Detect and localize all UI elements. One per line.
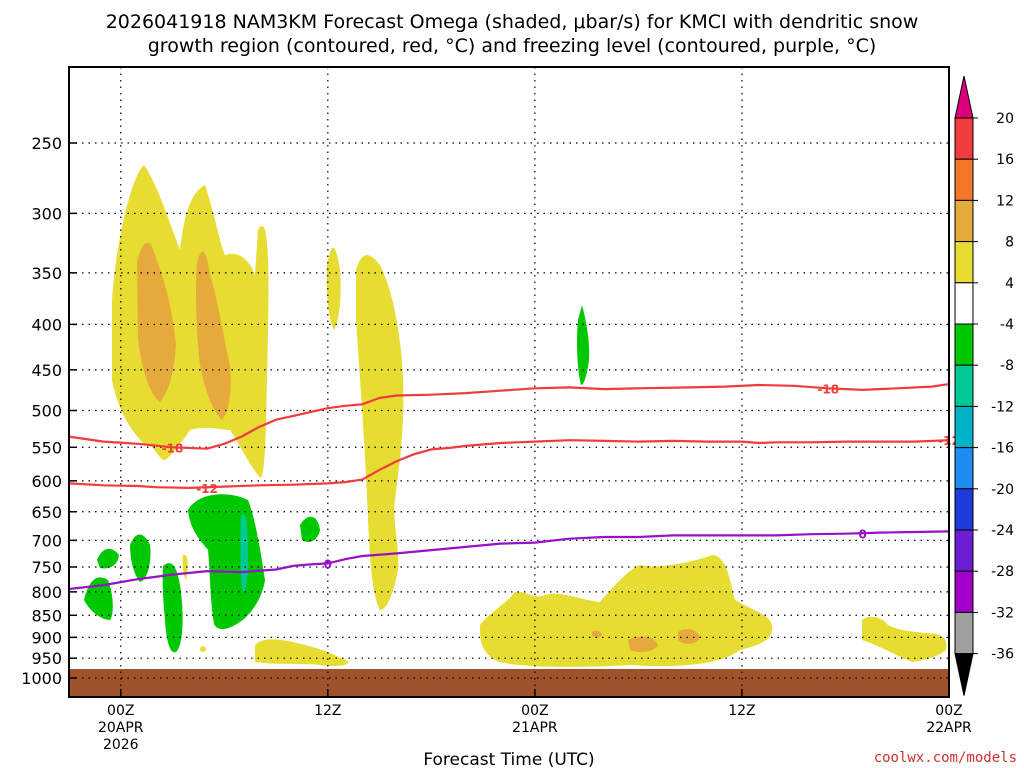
contour-label-1-0: -12: [196, 482, 218, 496]
colorbar-label-2: 12: [996, 193, 1014, 209]
contour-line-1: [68, 436, 951, 490]
x-tick-label-1-0: 12Z: [314, 703, 341, 719]
omega-region-green-6: [300, 516, 320, 542]
omega-region-orange-5: [592, 630, 602, 638]
omega-region-green-1: [188, 494, 265, 630]
colorbar-label-0: 20: [996, 111, 1014, 127]
colorbar-swatch-4: [954, 282, 974, 325]
y-tick-label-550: 550: [31, 438, 62, 457]
omega-region-yellow-dot: [200, 646, 206, 652]
colorbar-swatch-3: [954, 241, 974, 284]
omega-region-orange-2: [196, 251, 231, 420]
y-tick-label-850: 850: [31, 606, 62, 625]
omega-region-yellow-2: [326, 247, 341, 330]
y-axis-labels: 250 300 350 400 450 500 550 600 650 700 750 800 850 9…: [21, 134, 62, 688]
x-axis-title: Forecast Time (UTC): [423, 750, 594, 768]
x-tick-label-4-0: 00Z: [935, 703, 962, 719]
omega-region-yellow-1: [112, 165, 269, 478]
colorbar-bottom-arrow: [954, 653, 974, 696]
x-tick-label-0-1: 20APR: [98, 720, 144, 736]
colorbar-swatch-6: [954, 364, 974, 407]
x-tick-label-0-2: 2026: [103, 737, 139, 753]
y-tick-label-450: 450: [31, 361, 62, 380]
colorbar-label-13: -36: [991, 647, 1014, 663]
omega-region-orange-1: [137, 242, 176, 402]
y-tick-label-1000: 1000: [21, 669, 62, 688]
colorbar: 20 16 12 8 4 -4 -8 -12 -16 -20 -24 -28 -32 -36: [954, 75, 1014, 696]
y-tick-label-800: 800: [31, 583, 62, 602]
contour-label-2-0: 0: [324, 557, 332, 571]
omega-region-yellow-3: [356, 255, 404, 610]
colorbar-swatch-2: [954, 199, 974, 243]
y-tick-label-900: 900: [31, 628, 62, 647]
colorbar-swatch-8: [954, 447, 974, 490]
omega-region-orange-4: [678, 629, 700, 644]
omega-region-green-5: [130, 534, 151, 582]
y-tick-label-350: 350: [31, 264, 62, 283]
x-tick-label-2-1: 21APR: [512, 720, 558, 736]
plot-frame: [68, 66, 950, 698]
chart-title-line-1: 2026041918 NAM3KM Forecast Omega (shaded…: [106, 11, 919, 33]
contour-label-0-0: -18: [162, 441, 184, 455]
colorbar-swatch-7: [954, 405, 974, 449]
y-tick-label-650: 650: [31, 503, 62, 522]
omega-region-teal-1: [240, 514, 248, 592]
omega-region-yellow-5: [255, 639, 349, 667]
colorbar-label-11: -28: [991, 564, 1014, 580]
credit-text: coolwx.com/models: [874, 750, 1017, 766]
omega-region-orange-3: [628, 636, 658, 653]
colorbar-swatch-12: [954, 611, 974, 655]
omega-region-yellow-7: [862, 616, 947, 662]
y-tick-label-700: 700: [31, 531, 62, 550]
colorbar-swatch-10: [954, 529, 974, 572]
chart-title-line-2: growth region (contoured, red, °C) and f…: [148, 35, 877, 57]
colorbar-swatch-0: [954, 117, 974, 160]
y-tick-label-600: 600: [31, 472, 62, 491]
omega-region-green-7: [577, 305, 590, 385]
colorbar-swatch-1: [954, 158, 974, 201]
x-tick-label-2-0: 00Z: [521, 703, 548, 719]
colorbar-label-12: -32: [991, 605, 1014, 621]
colorbar-label-8: -16: [991, 441, 1014, 457]
y-tick-label-750: 750: [31, 558, 62, 577]
y-tick-label-500: 500: [31, 402, 62, 421]
colorbar-swatch-11: [954, 570, 974, 613]
colorbar-top-arrow: [954, 75, 974, 119]
colorbar-swatch-5: [954, 323, 974, 366]
omega-region-yellow-6: [480, 555, 773, 667]
colorbar-label-7: -12: [991, 399, 1014, 415]
colorbar-label-10: -24: [991, 523, 1014, 539]
colorbar-label-1: 16: [996, 152, 1014, 168]
colorbar-label-6: -8: [1000, 358, 1014, 374]
ground-band: [69, 669, 949, 697]
y-tick-label-400: 400: [31, 315, 62, 334]
x-tick-label-0-0: 00Z: [107, 703, 134, 719]
omega-region-green-2: [162, 563, 183, 653]
y-tick-label-250: 250: [31, 134, 62, 153]
colorbar-label-4: 4: [1005, 276, 1014, 292]
colorbar-swatch-9: [954, 488, 974, 531]
x-tick-label-4-1: 22APR: [926, 720, 972, 736]
y-tick-label-950: 950: [31, 649, 62, 668]
y-tick-label-300: 300: [31, 204, 62, 223]
colorbar-label-3: 8: [1005, 235, 1014, 251]
omega-region-green-3: [84, 577, 113, 620]
contour-label-2-1: 0: [859, 528, 867, 542]
contour-label-0-1: -18: [817, 382, 839, 396]
contour-line-2: [68, 530, 950, 591]
omega-shading: [84, 165, 947, 667]
colorbar-label-9: -20: [991, 482, 1014, 498]
x-tick-label-3-0: 12Z: [728, 703, 755, 719]
omega-region-green-4: [97, 548, 119, 569]
contour-line-0: [68, 380, 951, 450]
colorbar-label-5: -4: [1000, 317, 1014, 333]
